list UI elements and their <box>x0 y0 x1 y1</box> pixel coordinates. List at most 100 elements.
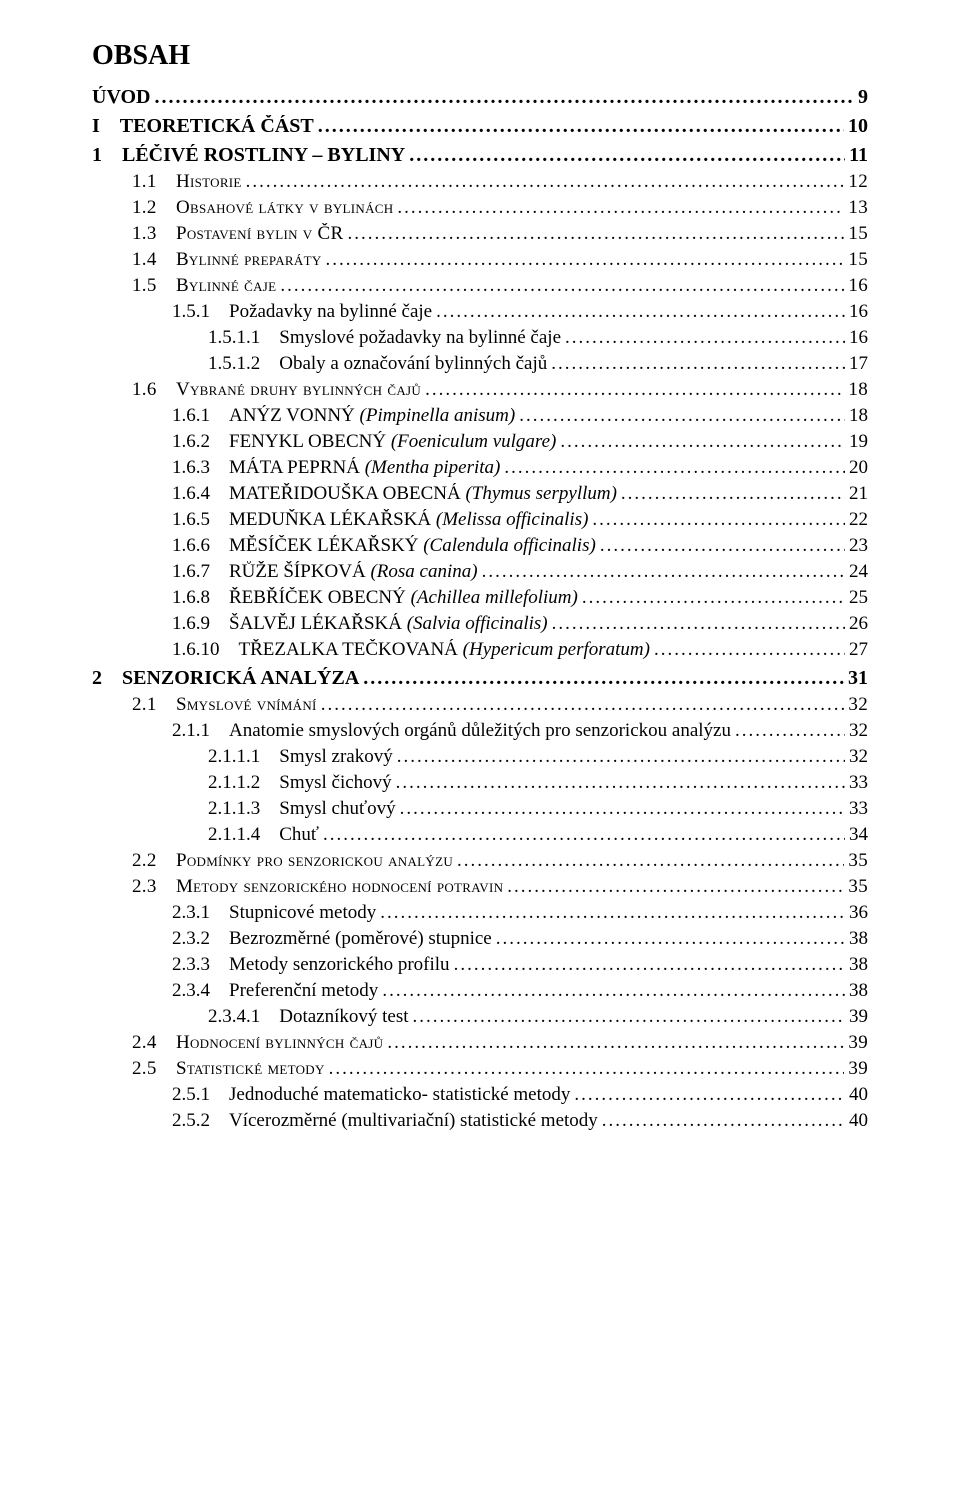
toc-entry: 2.5.2 Vícerozměrné (multivariační) stati… <box>92 1110 868 1132</box>
toc-leader: ........................................… <box>329 1058 845 1080</box>
toc-entry-latin: (Thymus serpyllum) <box>465 483 616 504</box>
toc-entry-page: 22 <box>849 509 868 531</box>
toc-leader: ........................................… <box>323 824 845 846</box>
toc-entry-label: 2.5 Statistické metody <box>132 1058 325 1080</box>
toc-entry-page: 11 <box>849 144 868 167</box>
toc-entry-page: 35 <box>848 850 868 872</box>
toc-entry-page: 39 <box>848 1032 868 1054</box>
toc-entry-latin: (Pimpinella anisum) <box>360 405 516 426</box>
toc-title: OBSAH <box>92 40 868 72</box>
toc-leader: ........................................… <box>246 171 845 193</box>
toc-entry: 2.3.4 Preferenční metody................… <box>92 980 868 1002</box>
toc-entry-label: 1.6.3 MÁTA PEPRNÁ (Mentha piperita) <box>172 457 500 479</box>
toc-leader: ........................................… <box>280 275 844 297</box>
toc-entry-label: 1.6.8 ŘEBŘÍČEK OBECNÝ (Achillea millefol… <box>172 587 578 609</box>
toc-entry-label: 2.1.1.1 Smysl zrakový <box>208 746 393 768</box>
toc-entry: 1.6.8 ŘEBŘÍČEK OBECNÝ (Achillea millefol… <box>92 587 868 609</box>
toc-leader: ........................................… <box>409 144 845 167</box>
toc-leader: ........................................… <box>519 405 845 427</box>
toc-entry: 1.6.5 MEDUŇKA LÉKAŘSKÁ (Melissa officina… <box>92 509 868 531</box>
toc-entry: 2.5 Statistické metody..................… <box>92 1058 868 1080</box>
toc-entry-page: 16 <box>849 301 868 323</box>
toc-entry-latin: (Achillea millefolium) <box>411 587 578 608</box>
toc-entry-page: 39 <box>849 1006 868 1028</box>
toc-leader: ........................................… <box>348 223 845 245</box>
toc-entry-page: 21 <box>849 483 868 505</box>
toc-entry: 2 SENZORICKÁ ANALÝZA....................… <box>92 667 868 690</box>
toc-entry-latin: (Salvia officinalis) <box>407 613 548 634</box>
toc-entry: 1.5.1 Požadavky na bylinné čaje.........… <box>92 301 868 323</box>
toc-leader: ........................................… <box>326 249 845 271</box>
toc-entry-page: 20 <box>849 457 868 479</box>
toc-entry: 2.3.1 Stupnicové metody.................… <box>92 902 868 924</box>
toc-entry-page: 36 <box>849 902 868 924</box>
toc-entry: ÚVOD....................................… <box>92 86 868 109</box>
toc-leader: ........................................… <box>396 772 845 794</box>
toc-entry-page: 33 <box>849 798 868 820</box>
toc-entry-latin: (Calendula officinalis) <box>423 535 596 556</box>
toc-leader: ........................................… <box>602 1110 845 1132</box>
toc-entry: 1 LÉČIVÉ ROSTLINY – BYLINY..............… <box>92 144 868 167</box>
toc-entry-label: 2.3.1 Stupnicové metody <box>172 902 376 924</box>
toc-entry: 1.5 Bylinné čaje........................… <box>92 275 868 297</box>
toc-entry-label: 2.1.1 Anatomie smyslových orgánů důležit… <box>172 720 731 742</box>
toc-leader: ........................................… <box>397 197 844 219</box>
toc-entry-page: 25 <box>849 587 868 609</box>
toc-entry-page: 23 <box>849 535 868 557</box>
toc-entry-label: 1.6.7 RŮŽE ŠÍPKOVÁ (Rosa canina) <box>172 561 478 583</box>
toc-entry-page: 18 <box>848 379 868 401</box>
toc-entry-label: 1.6 Vybrané druhy bylinných čajů <box>132 379 421 401</box>
toc-entry-label: 1.1 Historie <box>132 171 242 193</box>
toc-entry: 1.6.4 MATEŘIDOUŠKA OBECNÁ (Thymus serpyl… <box>92 483 868 505</box>
toc-entry-label: 2.3.2 Bezrozměrné (poměrové) stupnice <box>172 928 492 950</box>
toc-entry-page: 16 <box>849 327 868 349</box>
toc-entry-page: 15 <box>848 223 868 245</box>
toc-entry-label: 1.5.1 Požadavky na bylinné čaje <box>172 301 432 323</box>
toc-leader: ........................................… <box>507 876 844 898</box>
toc-entry: 2.3.3 Metody senzorického profilu.......… <box>92 954 868 976</box>
page: { "title": "OBSAH", "leader_fill": "....… <box>0 0 960 1490</box>
toc-leader: ........................................… <box>504 457 845 479</box>
toc-entry: 2.1.1.4 Chuť............................… <box>92 824 868 846</box>
toc-entry-page: 17 <box>849 353 868 375</box>
toc-leader: ........................................… <box>574 1084 845 1106</box>
toc-entry: 1.5.1.1 Smyslové požadavky na bylinné ča… <box>92 327 868 349</box>
toc-entry: I TEORETICKÁ ČÁST.......................… <box>92 115 868 138</box>
toc-leader: ........................................… <box>436 301 845 323</box>
toc-entry-label: 2.3.4.1 Dotazníkový test <box>208 1006 409 1028</box>
toc-entry-label: 2.3.4 Preferenční metody <box>172 980 378 1002</box>
toc-leader: ........................................… <box>413 1006 845 1028</box>
toc-list: ÚVOD....................................… <box>92 86 868 1132</box>
toc-entry: 1.6.7 RŮŽE ŠÍPKOVÁ (Rosa canina)........… <box>92 561 868 583</box>
toc-entry-page: 38 <box>849 928 868 950</box>
toc-leader: ........................................… <box>380 902 845 924</box>
toc-entry-label: 1 LÉČIVÉ ROSTLINY – BYLINY <box>92 144 405 167</box>
toc-entry-latin: (Mentha piperita) <box>365 457 501 478</box>
toc-entry-page: 32 <box>849 746 868 768</box>
toc-entry-label: 2.3.3 Metody senzorického profilu <box>172 954 450 976</box>
toc-entry-label: ÚVOD <box>92 86 151 109</box>
toc-entry-latin: (Foeniculum vulgare) <box>391 431 557 452</box>
toc-entry: 1.6.6 MĚSÍČEK LÉKAŘSKÝ (Calendula offici… <box>92 535 868 557</box>
toc-entry-label: 2 SENZORICKÁ ANALÝZA <box>92 667 359 690</box>
toc-entry: 2.5.1 Jednoduché matematicko- statistick… <box>92 1084 868 1106</box>
toc-entry-page: 18 <box>849 405 868 427</box>
toc-entry-page: 16 <box>848 275 868 297</box>
toc-entry-label: 2.1.1.3 Smysl chuťový <box>208 798 396 820</box>
toc-leader: ........................................… <box>457 850 844 872</box>
toc-entry: 2.3.4.1 Dotazníkový test................… <box>92 1006 868 1028</box>
toc-entry-label: 1.5 Bylinné čaje <box>132 275 276 297</box>
toc-entry: 1.1 Historie............................… <box>92 171 868 193</box>
toc-entry: 2.2 Podmínky pro senzorickou analýzu....… <box>92 850 868 872</box>
toc-entry-page: 40 <box>849 1110 868 1132</box>
toc-entry-label: 2.1 Smyslové vnímání <box>132 694 317 716</box>
toc-leader: ........................................… <box>321 694 845 716</box>
toc-entry-label: 1.3 Postavení bylin v ČR <box>132 223 344 245</box>
toc-entry-label: 2.1.1.4 Chuť <box>208 824 319 846</box>
toc-entry-page: 10 <box>848 115 868 138</box>
toc-entry-label: 2.3 Metody senzorického hodnocení potrav… <box>132 876 503 898</box>
toc-leader: ........................................… <box>654 639 845 661</box>
toc-leader: ........................................… <box>552 613 845 635</box>
toc-entry-latin: (Rosa canina) <box>370 561 477 582</box>
toc-entry: 1.6.2 FENYKL OBECNÝ (Foeniculum vulgare)… <box>92 431 868 453</box>
